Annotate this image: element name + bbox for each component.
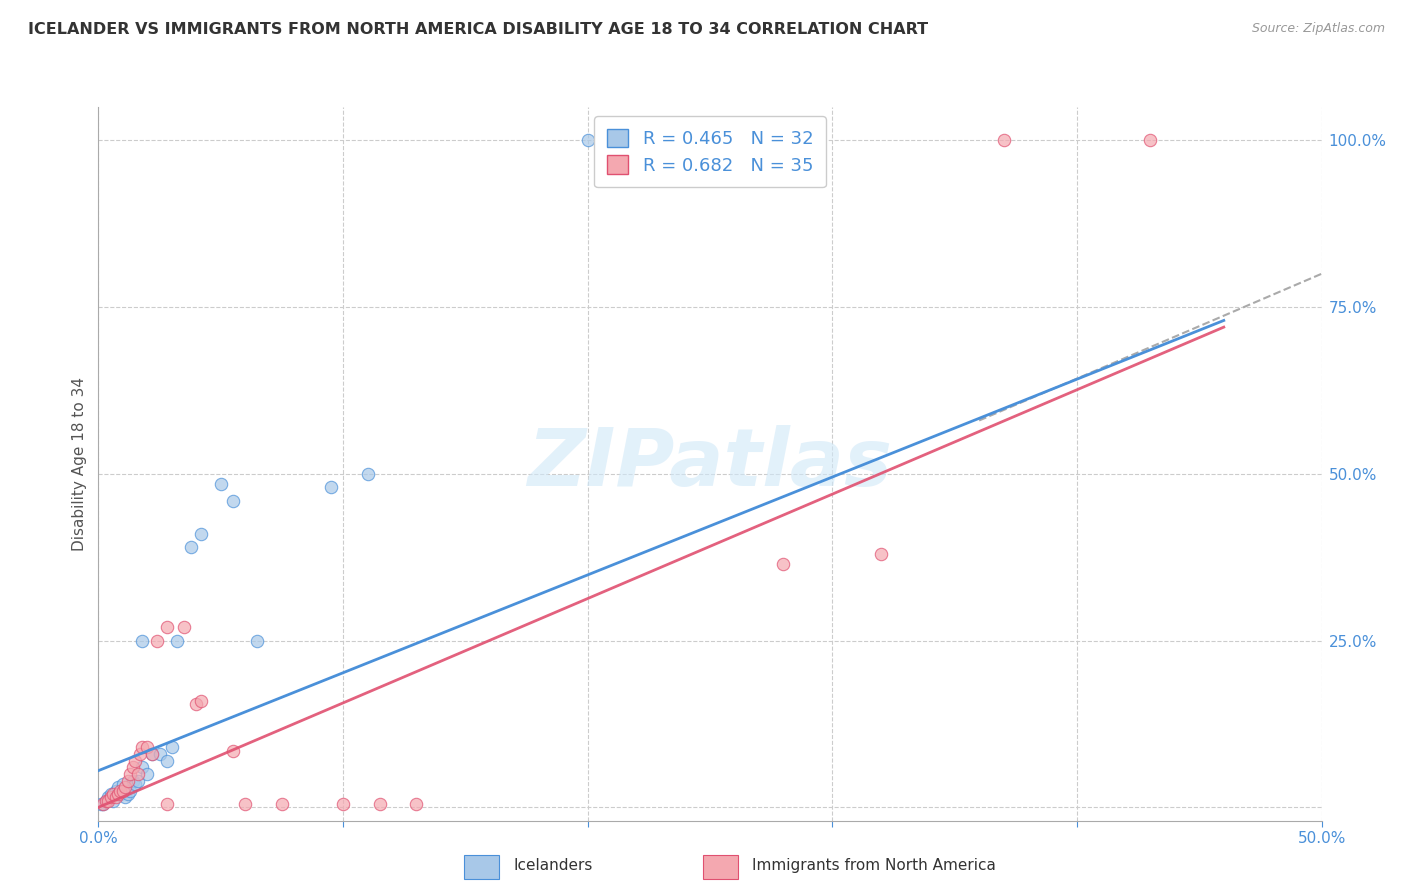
Point <box>146 633 169 648</box>
Point <box>136 740 159 755</box>
Point <box>246 633 269 648</box>
Point <box>131 740 153 755</box>
Point <box>94 794 117 808</box>
Point <box>173 620 195 634</box>
Point <box>94 794 117 808</box>
Point <box>141 747 163 761</box>
Point <box>101 794 124 808</box>
Point <box>149 747 172 761</box>
Point <box>111 783 134 797</box>
Point <box>121 773 143 788</box>
Text: ZIPatlas: ZIPatlas <box>527 425 893 503</box>
Legend: R = 0.465   N = 32, R = 0.682   N = 35: R = 0.465 N = 32, R = 0.682 N = 35 <box>593 116 827 187</box>
Point <box>120 767 142 781</box>
Point <box>117 787 139 801</box>
Point <box>190 693 212 707</box>
Text: Immigrants from North America: Immigrants from North America <box>752 858 995 872</box>
Point <box>209 476 232 491</box>
Point <box>190 527 212 541</box>
Point <box>160 740 183 755</box>
Point <box>100 790 122 805</box>
Point <box>870 547 893 561</box>
Point <box>90 797 112 811</box>
Point <box>127 767 149 781</box>
Point <box>107 787 129 801</box>
Point <box>772 557 794 571</box>
Point <box>156 620 179 634</box>
Bar <box>464 855 499 879</box>
Point <box>156 754 179 768</box>
Point <box>97 794 120 808</box>
Point <box>368 797 391 811</box>
Point <box>91 797 114 811</box>
Point <box>993 133 1015 147</box>
Point <box>319 480 342 494</box>
Point <box>186 697 208 711</box>
Point <box>270 797 294 811</box>
Point <box>131 633 153 648</box>
Point <box>576 133 599 147</box>
Point <box>166 633 188 648</box>
Point <box>332 797 354 811</box>
Point <box>107 780 129 795</box>
Point <box>104 783 127 797</box>
Point <box>141 747 163 761</box>
Text: Icelanders: Icelanders <box>513 858 592 872</box>
Point <box>124 777 146 791</box>
Point <box>100 787 122 801</box>
Point <box>121 760 143 774</box>
Point <box>124 754 146 768</box>
Point <box>129 747 152 761</box>
Point <box>104 790 127 805</box>
Point <box>114 780 136 795</box>
Point <box>405 797 427 811</box>
Point <box>222 493 245 508</box>
Point <box>111 777 134 791</box>
Point <box>97 790 120 805</box>
Point <box>91 797 114 811</box>
Point <box>110 787 132 801</box>
Point <box>156 797 179 811</box>
Point <box>127 773 149 788</box>
Point <box>180 540 202 554</box>
Point <box>110 783 132 797</box>
Point <box>101 787 124 801</box>
Point <box>120 783 142 797</box>
Point <box>114 790 136 805</box>
Y-axis label: Disability Age 18 to 34: Disability Age 18 to 34 <box>72 376 87 551</box>
Text: ICELANDER VS IMMIGRANTS FROM NORTH AMERICA DISABILITY AGE 18 TO 34 CORRELATION C: ICELANDER VS IMMIGRANTS FROM NORTH AMERI… <box>28 22 928 37</box>
Point <box>136 767 159 781</box>
Point <box>117 773 139 788</box>
Point <box>222 743 245 757</box>
Bar <box>703 855 738 879</box>
Point <box>1139 133 1161 147</box>
Point <box>233 797 256 811</box>
Point <box>131 760 153 774</box>
Text: Source: ZipAtlas.com: Source: ZipAtlas.com <box>1251 22 1385 36</box>
Point <box>356 467 378 481</box>
